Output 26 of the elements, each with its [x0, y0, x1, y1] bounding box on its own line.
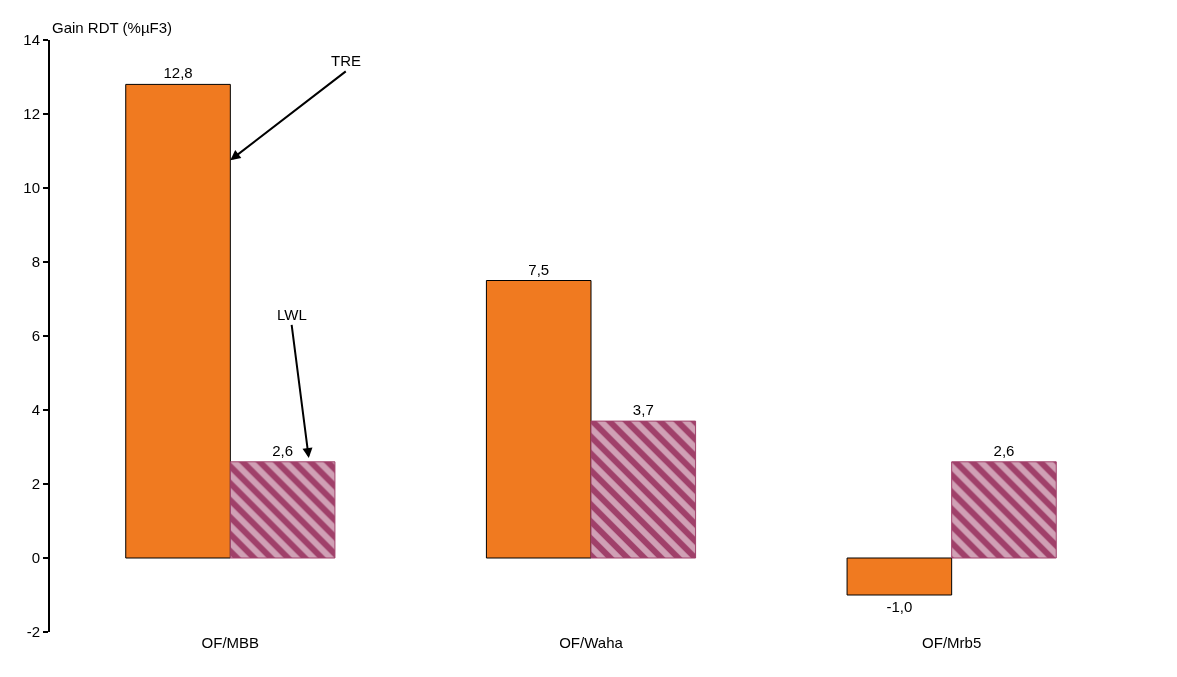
- y-tick-label: 2: [31, 475, 40, 493]
- bar: [846, 557, 953, 596]
- y-tick-label: 10: [23, 179, 40, 197]
- data-label: 3,7: [632, 401, 654, 419]
- x-tick-label: OF/MBB: [201, 634, 260, 651]
- bar: [229, 461, 336, 559]
- y-tick-label: -2: [26, 623, 40, 641]
- bar: [951, 461, 1057, 559]
- data-label: 2,6: [272, 441, 294, 459]
- x-tick-label: OF/Waha: [559, 634, 624, 651]
- y-tick-label: 8: [31, 253, 40, 271]
- bar: [590, 420, 697, 559]
- data-label: -1,0: [886, 598, 913, 615]
- y-tick-label: 0: [31, 549, 40, 567]
- y-tick-label: 6: [31, 327, 40, 345]
- y-tick-label: 12: [23, 105, 40, 123]
- y-axis-title: Gain RDT (%µF3): [52, 19, 173, 36]
- y-tick-label: 14: [23, 31, 40, 49]
- data-label: 12,8: [163, 64, 193, 82]
- text: LWL: [277, 306, 307, 323]
- bar: [485, 280, 592, 559]
- data-label: 7,5: [528, 260, 550, 278]
- text: TRE: [331, 52, 361, 69]
- data-label: 2,6: [993, 441, 1015, 459]
- y-tick-label: 4: [31, 401, 40, 419]
- x-tick-label: OF/Mrb5: [922, 634, 982, 651]
